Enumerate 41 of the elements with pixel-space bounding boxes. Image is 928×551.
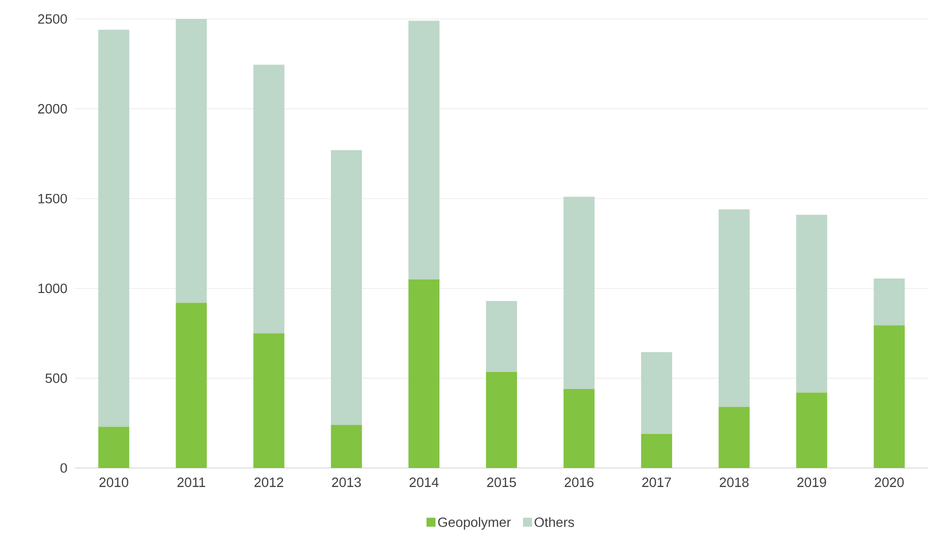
bar [564,388,595,468]
x-tick-label: 2012 [254,478,284,488]
bar [330,150,362,425]
x-tick-label: 2018 [720,478,749,488]
y-tick-label: 1500 [38,194,67,204]
bar [641,352,672,434]
bar [796,214,828,393]
x-tick-label: 2016 [564,478,594,488]
bar [718,209,750,407]
x-tick-label: 2013 [332,478,361,488]
bar [253,64,284,334]
bar [874,278,905,326]
bar [718,406,750,468]
bar [253,333,284,468]
bar [564,196,595,389]
bar [176,302,207,468]
bar [408,279,440,468]
x-tick-label: 2020 [874,478,904,488]
bar [486,372,518,468]
bar [176,18,207,303]
legend-label: Geopolymer [438,517,511,530]
bar [486,300,518,372]
bar [98,30,130,427]
bar [98,426,130,468]
x-tick-label: 2010 [99,478,128,488]
bar [874,325,905,468]
x-tick-label: 2019 [797,478,826,488]
bar [641,434,672,468]
x-tick-label: 2017 [642,478,671,488]
x-tick-label: 2014 [410,478,439,488]
y-tick-label: 500 [46,373,67,383]
y-tick-label: 0 [60,463,67,473]
y-tick-label: 2000 [38,104,67,114]
bar [796,392,828,468]
legend-label: Others [534,517,574,527]
x-tick-label: 2015 [487,478,516,488]
bar [330,424,362,468]
y-tick-label: 1000 [38,284,67,294]
bar [408,20,440,280]
x-tick-label: 2011 [177,478,206,488]
y-tick-label: 2500 [38,14,67,24]
